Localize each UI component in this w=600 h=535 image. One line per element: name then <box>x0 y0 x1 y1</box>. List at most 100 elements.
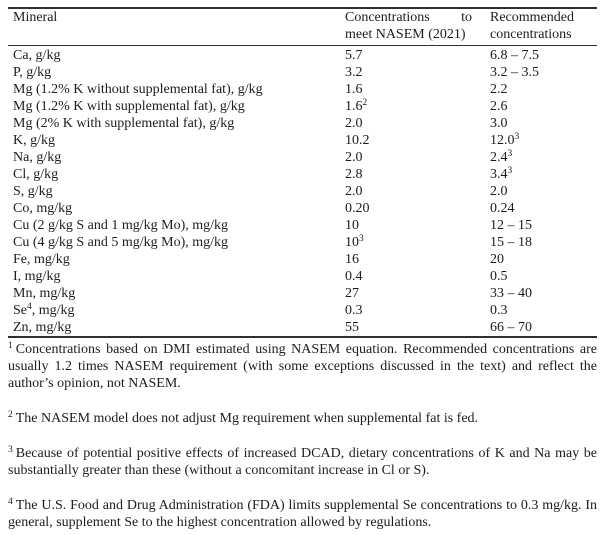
footnote-marker: 2 <box>8 410 13 420</box>
superscript-footnote-ref: 3 <box>507 149 513 159</box>
cell-mineral: Ca, g/kg <box>13 48 61 63</box>
table-row: Co, mg/kg 0.20 0.24 <box>8 200 597 217</box>
cell-recommended-concentration: 2.2 <box>490 82 508 97</box>
cell-nasem-concentration: 1.62 <box>345 98 368 114</box>
column-header-nasem-word1: Concentrations <box>345 10 430 25</box>
cell-mineral: Se4, mg/kg <box>13 302 75 318</box>
table-row: Mg (2% K with supplemental fat), g/kg 2.0… <box>8 115 597 132</box>
table-row: Zn, mg/kg 55 66 – 70 <box>8 319 597 337</box>
column-header-recommended-line1: Recommended <box>490 10 574 25</box>
cell-mineral: P, g/kg <box>13 65 52 80</box>
footnote-marker: 3 <box>8 445 13 455</box>
cell-recommended-concentration: 3.0 <box>490 116 508 131</box>
cell-recommended-concentration: 20 <box>490 252 504 267</box>
column-header-mineral: Mineral <box>8 8 345 46</box>
column-header-recommended-line2: concentrations <box>490 26 572 42</box>
column-header-nasem-word2: to <box>461 10 472 25</box>
cell-mineral: Mg (1.2% K with supplemental fat), g/kg <box>13 99 245 114</box>
cell-mineral: Cu (4 g/kg S and 5 mg/kg Mo), mg/kg <box>13 235 229 250</box>
cell-mineral: Co, mg/kg <box>13 201 73 216</box>
cell-mineral: Na, g/kg <box>13 150 62 165</box>
footnote-marker: 1 <box>8 341 13 351</box>
superscript-footnote-ref: 3 <box>514 132 520 142</box>
cell-recommended-concentration: 2.0 <box>490 184 508 199</box>
table-row: Mn, mg/kg 27 33 – 40 <box>8 285 597 302</box>
table-row: Ca, g/kg 5.7 6.8 – 7.5 <box>8 46 597 65</box>
cell-recommended-concentration: 3.2 – 3.5 <box>490 65 539 80</box>
superscript-footnote-ref: 3 <box>507 166 513 176</box>
table-row: I, mg/kg 0.4 0.5 <box>8 268 597 285</box>
cell-recommended-concentration: 15 – 18 <box>490 235 532 250</box>
superscript-footnote-ref: 3 <box>359 234 364 244</box>
footnote-marker: 4 <box>8 497 13 507</box>
cell-recommended-concentration: 12 – 15 <box>490 218 532 233</box>
column-header-recommended: Recommended concentrations <box>482 8 597 46</box>
footnote: 3 Because of potential positive effects o… <box>8 445 597 479</box>
column-header-nasem-line1: Concentrations to <box>345 10 472 27</box>
table-row: Cu (2 g/kg S and 1 mg/kg Mo), mg/kg 10 12 … <box>8 217 597 234</box>
superscript-footnote-ref: 4 <box>27 302 32 312</box>
footnote: 2 The NASEM model does not adjust Mg requ… <box>8 410 597 427</box>
cell-nasem-concentration: 0.3 <box>345 303 363 318</box>
table-row: P, g/kg 3.2 3.2 – 3.5 <box>8 64 597 81</box>
cell-mineral: S, g/kg <box>13 184 53 199</box>
column-header-mineral-label: Mineral <box>13 10 58 25</box>
table-row: Na, g/kg 2.0 2.43 <box>8 149 597 166</box>
cell-recommended-concentration: 2.6 <box>490 99 508 114</box>
cell-nasem-concentration: 1.6 <box>345 82 363 97</box>
table-row: Fe, mg/kg 16 20 <box>8 251 597 268</box>
cell-recommended-concentration: 2.43 <box>490 149 513 165</box>
cell-nasem-concentration: 27 <box>345 286 359 301</box>
table-row: Se4, mg/kg 0.3 0.3 <box>8 302 597 319</box>
cell-recommended-concentration: 12.03 <box>490 132 520 148</box>
cell-recommended-concentration: 0.3 <box>490 303 508 318</box>
cell-mineral: Mg (2% K with supplemental fat), g/kg <box>13 116 235 131</box>
table-row: Cu (4 g/kg S and 5 mg/kg Mo), mg/kg 103 15… <box>8 234 597 251</box>
footnote-text: Because of potential positive effects of… <box>8 446 597 478</box>
table-row: K, g/kg 10.2 12.03 <box>8 132 597 149</box>
cell-mineral: I, mg/kg <box>13 269 61 284</box>
table-row: Mg (1.2% K without supplemental fat), g/… <box>8 81 597 98</box>
cell-mineral: Fe, mg/kg <box>13 252 70 267</box>
cell-nasem-concentration: 3.2 <box>345 65 363 80</box>
table-row: Mg (1.2% K with supplemental fat), g/kg 1… <box>8 98 597 115</box>
cell-nasem-concentration: 10 <box>345 218 359 233</box>
footnote-text: Concentrations based on DMI estimated us… <box>8 342 597 391</box>
cell-recommended-concentration: 33 – 40 <box>490 286 532 301</box>
cell-recommended-concentration: 3.43 <box>490 166 513 182</box>
table-row: Cl, g/kg 2.8 3.43 <box>8 166 597 183</box>
cell-nasem-concentration: 55 <box>345 320 359 335</box>
column-header-nasem-line2: meet NASEM (2021) <box>345 26 466 42</box>
footnote: 4 The U.S. Food and Drug Administration (… <box>8 497 597 531</box>
cell-nasem-concentration: 2.0 <box>345 150 363 165</box>
header-row: Mineral Concentrations to meet NASEM (20… <box>8 8 597 46</box>
cell-nasem-concentration: 0.4 <box>345 269 363 284</box>
footnote-text: The NASEM model does not adjust Mg requi… <box>15 411 479 426</box>
cell-recommended-concentration: 0.24 <box>490 201 515 216</box>
footnote: 1 Concentrations based on DMI estimated u… <box>8 341 597 392</box>
cell-nasem-concentration: 10.2 <box>345 133 370 148</box>
cell-mineral: Mg (1.2% K without supplemental fat), g/… <box>13 82 263 97</box>
cell-nasem-concentration: 5.7 <box>345 48 363 63</box>
table-header: Mineral Concentrations to meet NASEM (20… <box>8 8 597 46</box>
cell-nasem-concentration: 0.20 <box>345 201 370 216</box>
cell-recommended-concentration: 6.8 – 7.5 <box>490 48 539 63</box>
footnotes-section: 1 Concentrations based on DMI estimated u… <box>8 338 597 531</box>
cell-recommended-concentration: 0.5 <box>490 269 508 284</box>
cell-nasem-concentration: 2.0 <box>345 184 363 199</box>
cell-nasem-concentration: 16 <box>345 252 359 267</box>
cell-mineral: Mn, mg/kg <box>13 286 76 301</box>
cell-mineral: Cu (2 g/kg S and 1 mg/kg Mo), mg/kg <box>13 218 229 233</box>
cell-nasem-concentration: 2.8 <box>345 167 363 182</box>
cell-recommended-concentration: 66 – 70 <box>490 320 532 335</box>
cell-nasem-concentration: 2.0 <box>345 116 363 131</box>
mineral-concentrations-table: Mineral Concentrations to meet NASEM (20… <box>8 7 597 338</box>
cell-mineral: K, g/kg <box>13 133 55 148</box>
superscript-footnote-ref: 2 <box>362 98 368 108</box>
table-row: S, g/kg 2.0 2.0 <box>8 183 597 200</box>
cell-mineral: Cl, g/kg <box>13 167 59 182</box>
table-body: Ca, g/kg 5.7 6.8 – 7.5 P, g/kg 3.2 3.2 – 3.5 M… <box>8 46 597 338</box>
footnote-text: The U.S. Food and Drug Administration (F… <box>8 498 597 530</box>
cell-nasem-concentration: 103 <box>345 234 364 250</box>
